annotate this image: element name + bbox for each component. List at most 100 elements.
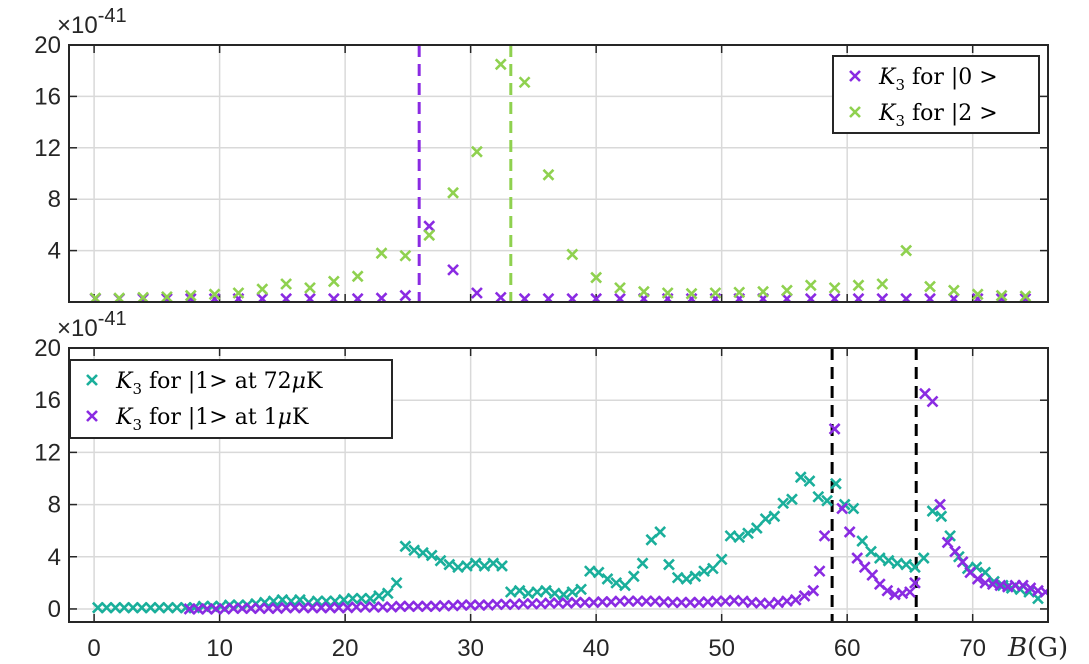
top-series-1-point-4 — [184, 292, 197, 302]
bottom-series-1-point-50 — [531, 586, 544, 598]
bottom-series-2-point-6 — [236, 602, 249, 615]
bottom-data-layer — [91, 348, 1048, 622]
top-series-2-point-23 — [637, 285, 650, 298]
top-legend-label-1: K3 for |0 > — [878, 65, 998, 94]
top-series-2-point-2 — [137, 291, 149, 302]
top-series-1-point-11 — [351, 292, 364, 302]
top-series-2-point-5 — [208, 288, 221, 301]
top-series-1-point-3 — [160, 292, 173, 302]
bottom-series-1-point-9 — [171, 601, 183, 614]
top-series-1-point-8 — [280, 292, 293, 302]
bottom-series-2-point-51 — [631, 595, 644, 608]
bottom-series-2-point-88 — [934, 498, 946, 511]
top-series-1-point-10 — [327, 292, 340, 302]
top-legend-marker-1 — [849, 70, 861, 82]
bottom-series-1-point-21 — [276, 593, 289, 606]
top-series-2-point-27 — [733, 286, 746, 299]
bottom-series-2-point-91 — [956, 556, 969, 568]
top-panel: 4 8 12 16 20×10-41 K3 for |0 > K3 for |2 > — [34, 5, 1049, 303]
bottom-series-2-point-19 — [350, 601, 363, 613]
bottom-series-2-point-57 — [684, 596, 697, 609]
bottom-series-2-point-15 — [315, 601, 328, 614]
bottom-series-1-point-48 — [513, 584, 526, 597]
bottom-series-2-point-33 — [473, 599, 486, 611]
bottom-series-2-point-93 — [971, 573, 984, 585]
bottom-series-2-point-44 — [570, 596, 582, 609]
bottom-legend-label-1: K3 for |1> at 72μK — [115, 369, 323, 398]
bottom-series-1-point-29 — [346, 592, 359, 605]
top-series-2-point-28 — [757, 285, 770, 298]
bottom-series-1-point-72 — [724, 529, 737, 542]
top-ytick-label-8: 8 — [48, 186, 61, 213]
top-series-1-point-14 — [423, 220, 436, 233]
top-series-2-point-16 — [470, 145, 483, 158]
top-ytick-label-16: 16 — [34, 83, 61, 110]
bottom-series-1-point-4 — [127, 601, 139, 614]
bottom-series-1-point-81 — [803, 475, 816, 488]
bottom-series-1-point-82 — [812, 490, 825, 503]
bottom-series-1-point-41 — [452, 561, 465, 574]
bottom-series-2-point-68 — [781, 595, 793, 608]
bottom-series-2-point-1 — [192, 603, 205, 615]
top-series-2-point-9 — [304, 281, 316, 294]
top-series-2-point-25 — [685, 287, 698, 300]
bottom-series-1-point-0 — [91, 601, 104, 614]
bottom-series-1-point-89 — [873, 552, 886, 564]
bottom-series-1-point-78 — [777, 497, 790, 510]
top-series-1-point-34 — [900, 292, 913, 302]
bottom-exponent-label: ×10-41 — [57, 308, 127, 342]
top-series-2-point-21 — [590, 271, 603, 284]
bottom-xtick-label-30: 30 — [457, 635, 484, 662]
bottom-series-2-point-8 — [253, 602, 266, 615]
bottom-series-1-point-80 — [794, 471, 807, 484]
bottom-legend: K3 for |1> at 72μK K3 for |1> at 1μK — [69, 359, 393, 439]
top-series-2-point-39 — [1019, 290, 1032, 302]
top-series-1-point-15 — [447, 263, 459, 276]
bottom-series-1-point-32 — [373, 589, 385, 602]
bottom-series-1-point-7 — [153, 601, 166, 614]
bottom-series-2-point-42 — [552, 597, 565, 610]
bottom-series-1-point-54 — [566, 586, 579, 598]
top-series-1-point-31 — [828, 292, 841, 302]
top-series-2-point-20 — [566, 248, 579, 261]
top-series-1-point-32 — [852, 292, 865, 302]
bottom-series-1-point-73 — [733, 531, 746, 544]
bottom-series-1-point-71 — [715, 553, 728, 566]
bottom-series-1-point-92 — [900, 558, 913, 571]
bottom-series-2-point-63 — [737, 595, 749, 608]
bottom-series-2-point-49 — [614, 595, 626, 608]
top-series-2 — [89, 58, 1032, 302]
bottom-series-1-point-20 — [267, 595, 280, 608]
top-series-1-point-33 — [876, 292, 889, 302]
top-exponent-label: ×10-41 — [57, 5, 127, 39]
top-axes-frame — [68, 44, 1049, 303]
bottom-series-1-point-33 — [381, 587, 394, 600]
bottom-series-1-point-38 — [425, 549, 438, 562]
top-series-1-point-9 — [304, 292, 316, 302]
bottom-series-1-point-43 — [469, 557, 482, 570]
bottom-series-1-point-88 — [865, 545, 877, 558]
bottom-series-1-point-31 — [364, 592, 377, 605]
bottom-series-2-point-47 — [596, 595, 609, 608]
bottom-series-2-point-25 — [403, 600, 416, 613]
bottom-series-1-point-23 — [294, 593, 306, 606]
bottom-series-1-point-65 — [663, 558, 675, 571]
bottom-series-1-point-61 — [627, 570, 640, 583]
bottom-series-1-point-53 — [557, 588, 570, 601]
bottom-series-2-point-90 — [949, 545, 962, 558]
bottom-xtick-label-10: 10 — [206, 635, 233, 662]
bottom-ytick-label-20: 20 — [34, 335, 61, 362]
top-series-2-point-3 — [160, 290, 173, 302]
top-ytick-label-12: 12 — [34, 135, 61, 162]
bottom-series-1-point-49 — [522, 587, 535, 600]
bottom-xtick-label-0: 0 — [87, 635, 100, 662]
bottom-xtick-label-40: 40 — [583, 635, 610, 662]
bottom-series-2-point-81 — [881, 584, 894, 597]
bottom-xtick-label-60: 60 — [834, 635, 861, 662]
bottom-series-2-point-55 — [666, 596, 679, 609]
bottom-series-1-point-5 — [135, 601, 148, 614]
top-ytick-label-4: 4 — [48, 238, 61, 265]
bottom-series-2 — [183, 387, 1048, 615]
bottom-series-2-point-3 — [209, 603, 222, 615]
bottom-series-1-point-57 — [592, 566, 605, 579]
